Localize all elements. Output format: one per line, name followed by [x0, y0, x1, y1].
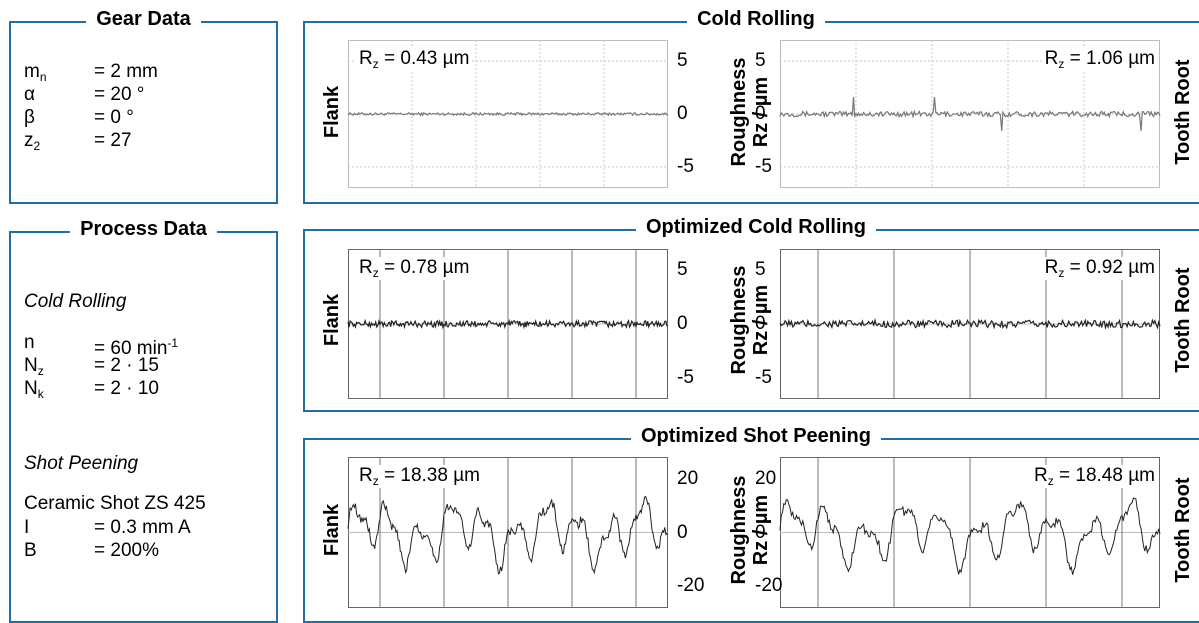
roughness-profile-line: [779, 497, 1161, 575]
roughness-plot-flank: Rz = 0.43 µm: [347, 40, 668, 188]
plot-svg: [347, 40, 668, 188]
shot-peening-param-row-symbol: I: [24, 517, 30, 538]
gear-param-row-symbol: z2: [24, 130, 41, 153]
process-data-title: Process Data: [70, 218, 217, 240]
panel-optimized-shot-peening: Optimized Shot Peening: [303, 425, 1199, 623]
gear-data-title: Gear Data: [86, 8, 201, 30]
y-tick-label: -5: [677, 366, 694, 388]
y-tick-label: 0: [677, 103, 688, 124]
panel-title-optimized-shot-peening: Optimized Shot Peening: [630, 425, 881, 447]
shot-peening-param-row-symbol: B: [24, 540, 37, 561]
rz-value-label: Rz = 18.38 µm: [356, 465, 483, 488]
y-tick-label: -20: [755, 575, 783, 597]
flank-label: Flank: [321, 293, 343, 347]
roughness-profile-line: [347, 111, 668, 117]
cold-rolling-param-row-value: = 2 · 15: [94, 355, 159, 376]
y-tick-label: -20: [677, 575, 705, 597]
y-tick-label: 0: [755, 521, 766, 543]
shot-peening-param-row-value: = 0.3 mm A: [94, 517, 191, 538]
roughness-profile-line: [347, 495, 669, 575]
shot-peening-label: Shot Peening: [24, 453, 139, 474]
y-tick-label: 5: [755, 259, 766, 281]
roughness-plot-tooth-root: Rz = 1.06 µm: [779, 40, 1161, 188]
rz-value-label: Rz = 0.92 µm: [1041, 257, 1158, 280]
roughness-plot-flank: Rz = 18.38 µm: [347, 457, 669, 608]
roughness-profile-line: [347, 318, 669, 330]
rz-value-label: Rz = 0.78 µm: [356, 257, 473, 280]
y-tick-label: 20: [677, 467, 699, 489]
y-tick-label: 0: [677, 521, 688, 543]
rz-value-label: Rz = 0.43 µm: [356, 48, 473, 71]
panel-title-cold-rolling: Cold Rolling: [687, 8, 825, 30]
cold-rolling-param-row-value: = 2 · 10: [94, 378, 159, 399]
cold-rolling-param-row-value: = 60 min-1: [94, 336, 179, 359]
tooth-root-label: Tooth Root: [1172, 267, 1194, 373]
gear-param-row-value: = 27: [94, 130, 132, 151]
y-tick-label: 5: [755, 50, 766, 72]
y-tick-label: 0: [755, 313, 766, 334]
panel-optimized-cold-rolling: Optimized Cold Rolling: [303, 216, 1199, 412]
y-tick-label: -5: [755, 155, 772, 177]
gear-param-row-value: = 2 mm: [94, 61, 158, 82]
panel-title-optimized-cold-rolling: Optimized Cold Rolling: [636, 216, 876, 238]
cold-rolling-param-row-symbol: Nz: [24, 355, 44, 378]
gear-param-row-symbol: β: [24, 107, 35, 128]
rz-value-label: Rz = 18.48 µm: [1031, 465, 1158, 488]
gear-param-row-value: = 20 °: [94, 84, 145, 105]
tooth-root-label: Tooth Root: [1172, 59, 1194, 165]
y-tick-label: 5: [677, 50, 688, 72]
roughness-plot-tooth-root: Rz = 0.92 µm: [779, 249, 1161, 399]
cold-rolling-param-row-symbol: Nk: [24, 378, 44, 401]
flank-label: Flank: [321, 85, 343, 139]
plot-svg: [779, 457, 1161, 608]
y-tick-label: -5: [677, 155, 694, 177]
cold-rolling-param-row-symbol: n: [24, 332, 35, 353]
shot-peening-param-row-value: = 200%: [94, 540, 159, 561]
shot-peening-media: Ceramic Shot ZS 425: [24, 493, 206, 514]
roughness-plot-flank: Rz = 0.78 µm: [347, 249, 669, 399]
y-tick-label: 0: [755, 103, 766, 124]
plot-svg: [347, 249, 669, 399]
gear-param-row-symbol: mn: [24, 61, 47, 84]
panel-cold-rolling: Cold Rolling: [303, 8, 1199, 204]
roughness-profile-line: [779, 317, 1161, 330]
y-tick-label: 20: [755, 467, 777, 489]
y-tick-label: -5: [755, 366, 772, 388]
gear-param-row-symbol: α: [24, 84, 35, 105]
y-tick-label: 0: [677, 313, 688, 334]
gear-param-row-value: = 0 °: [94, 107, 134, 128]
roughness-profile-line: [779, 97, 1161, 131]
process-data-box: Process Data Cold Rolling n = 60 min-1 Nz =…: [9, 218, 278, 623]
cold-rolling-label: Cold Rolling: [24, 291, 127, 312]
roughness-plot-tooth-root: Rz = 18.48 µm: [779, 457, 1161, 608]
rz-value-label: Rz = 1.06 µm: [1041, 48, 1158, 71]
gear-data-box: Gear Data mn = 2 mm α = 20 ° β = 0 ° z2 = 27: [9, 8, 278, 204]
y-tick-label: 5: [677, 259, 688, 281]
tooth-root-label: Tooth Root: [1172, 477, 1194, 583]
flank-label: Flank: [321, 503, 343, 557]
